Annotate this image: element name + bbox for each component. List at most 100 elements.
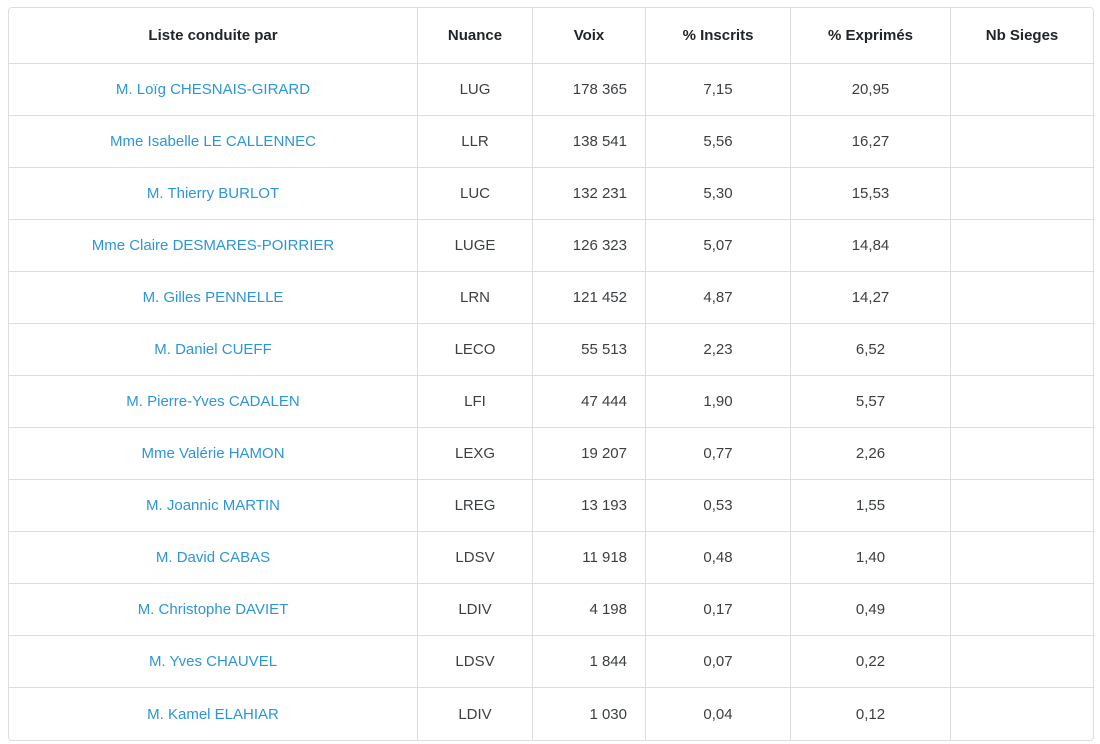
candidate-cell: M. Yves CHAUVEL xyxy=(9,636,418,688)
inscrits-cell: 0,77 xyxy=(646,428,791,480)
nuance-cell: LDIV xyxy=(418,584,533,636)
candidate-cell: Mme Isabelle LE CALLENNEC xyxy=(9,116,418,168)
nuance-cell: LFI xyxy=(418,376,533,428)
inscrits-cell: 0,17 xyxy=(646,584,791,636)
table-row: Mme Isabelle LE CALLENNEC LLR 138 541 5,… xyxy=(9,116,1093,168)
candidate-link[interactable]: M. Kamel ELAHIAR xyxy=(147,705,279,723)
candidate-link[interactable]: M. Pierre-Yves CADALEN xyxy=(126,393,300,410)
exprimes-cell: 14,27 xyxy=(791,272,951,324)
candidate-link[interactable]: Mme Claire DESMARES-POIRRIER xyxy=(91,237,335,254)
candidate-cell: M. Loïg CHESNAIS-GIRARD xyxy=(9,64,418,116)
table-row: M. Daniel CUEFF LECO 55 513 2,23 6,52 xyxy=(9,324,1093,376)
exprimes-cell: 0,49 xyxy=(791,584,951,636)
table-row: Mme Claire DESMARES-POIRRIER LUGE 126 32… xyxy=(9,220,1093,272)
nuance-cell: LECO xyxy=(418,324,533,376)
sieges-cell xyxy=(951,168,1093,220)
exprimes-cell: 14,84 xyxy=(791,220,951,272)
table-row: M. Thierry BURLOT LUC 132 231 5,30 15,53 xyxy=(9,168,1093,220)
sieges-cell xyxy=(951,116,1093,168)
exprimes-cell: 0,22 xyxy=(791,636,951,688)
candidate-cell: Mme Valérie HAMON xyxy=(9,428,418,480)
voix-cell: 138 541 xyxy=(533,116,646,168)
exprimes-cell: 0,12 xyxy=(791,688,951,740)
sieges-cell xyxy=(951,428,1093,480)
table-row: M. Yves CHAUVEL LDSV 1 844 0,07 0,22 xyxy=(9,636,1093,688)
exprimes-cell: 2,26 xyxy=(791,428,951,480)
exprimes-cell: 20,95 xyxy=(791,64,951,116)
candidate-cell: M. Christophe DAVIET xyxy=(9,584,418,636)
sieges-cell xyxy=(951,688,1093,740)
nuance-cell: LEXG xyxy=(418,428,533,480)
candidate-cell: M. David CABAS xyxy=(9,532,418,584)
nuance-cell: LDSV xyxy=(418,636,533,688)
voix-cell: 13 193 xyxy=(533,480,646,532)
candidate-link[interactable]: Mme Valérie HAMON xyxy=(141,445,285,462)
sieges-cell xyxy=(951,64,1093,116)
candidate-cell: M. Pierre-Yves CADALEN xyxy=(9,376,418,428)
sieges-cell xyxy=(951,324,1093,376)
header-row: Liste conduite par Nuance Voix % Inscrit… xyxy=(9,8,1093,64)
inscrits-cell: 0,48 xyxy=(646,532,791,584)
candidate-link[interactable]: M. Christophe DAVIET xyxy=(137,601,289,618)
voix-cell: 121 452 xyxy=(533,272,646,324)
voix-cell: 1 844 xyxy=(533,636,646,688)
column-header-sieges: Nb Sieges xyxy=(951,8,1093,64)
sieges-cell xyxy=(951,376,1093,428)
voix-cell: 178 365 xyxy=(533,64,646,116)
candidate-link[interactable]: M. Loïg CHESNAIS-GIRARD xyxy=(115,81,311,98)
sieges-cell xyxy=(951,584,1093,636)
candidate-link[interactable]: M. Gilles PENNELLE xyxy=(142,289,284,306)
candidate-link[interactable]: Mme Isabelle LE CALLENNEC xyxy=(110,133,316,150)
exprimes-cell: 1,55 xyxy=(791,480,951,532)
inscrits-cell: 0,53 xyxy=(646,480,791,532)
exprimes-cell: 1,40 xyxy=(791,532,951,584)
voix-cell: 11 918 xyxy=(533,532,646,584)
sieges-cell xyxy=(951,272,1093,324)
inscrits-cell: 2,23 xyxy=(646,324,791,376)
inscrits-cell: 0,04 xyxy=(646,688,791,740)
voix-cell: 19 207 xyxy=(533,428,646,480)
exprimes-cell: 5,57 xyxy=(791,376,951,428)
candidate-link[interactable]: M. Yves CHAUVEL xyxy=(148,653,278,670)
voix-cell: 1 030 xyxy=(533,688,646,740)
column-header-inscrits: % Inscrits xyxy=(646,8,791,64)
nuance-cell: LUG xyxy=(418,64,533,116)
sieges-cell xyxy=(951,532,1093,584)
table-row: Mme Valérie HAMON LEXG 19 207 0,77 2,26 xyxy=(9,428,1093,480)
inscrits-cell: 4,87 xyxy=(646,272,791,324)
nuance-cell: LLR xyxy=(418,116,533,168)
sieges-cell xyxy=(951,220,1093,272)
nuance-cell: LRN xyxy=(418,272,533,324)
inscrits-cell: 5,30 xyxy=(646,168,791,220)
nuance-cell: LDSV xyxy=(418,532,533,584)
candidate-link[interactable]: M. David CABAS xyxy=(155,549,271,566)
exprimes-cell: 16,27 xyxy=(791,116,951,168)
election-results-table: Liste conduite par Nuance Voix % Inscrit… xyxy=(8,7,1094,741)
table-row: M. Pierre-Yves CADALEN LFI 47 444 1,90 5… xyxy=(9,376,1093,428)
voix-cell: 55 513 xyxy=(533,324,646,376)
candidate-cell: M. Thierry BURLOT xyxy=(9,168,418,220)
voix-cell: 47 444 xyxy=(533,376,646,428)
candidate-cell: M. Joannic MARTIN xyxy=(9,480,418,532)
table-row: M. Joannic MARTIN LREG 13 193 0,53 1,55 xyxy=(9,480,1093,532)
candidate-link[interactable]: M. Thierry BURLOT xyxy=(146,185,280,202)
inscrits-cell: 5,07 xyxy=(646,220,791,272)
table-row: M. Kamel ELAHIAR LDIV 1 030 0,04 0,12 xyxy=(9,688,1093,740)
nuance-cell: LUGE xyxy=(418,220,533,272)
nuance-cell: LUC xyxy=(418,168,533,220)
candidate-link[interactable]: M. Joannic MARTIN xyxy=(146,497,280,514)
candidate-link[interactable]: M. Daniel CUEFF xyxy=(154,341,272,358)
table-row: M. Christophe DAVIET LDIV 4 198 0,17 0,4… xyxy=(9,584,1093,636)
table-row: M. David CABAS LDSV 11 918 0,48 1,40 xyxy=(9,532,1093,584)
inscrits-cell: 7,15 xyxy=(646,64,791,116)
voix-cell: 126 323 xyxy=(533,220,646,272)
voix-cell: 4 198 xyxy=(533,584,646,636)
inscrits-cell: 1,90 xyxy=(646,376,791,428)
candidate-cell: M. Kamel ELAHIAR xyxy=(9,688,418,740)
candidate-cell: M. Gilles PENNELLE xyxy=(9,272,418,324)
sieges-cell xyxy=(951,636,1093,688)
table-body: M. Loïg CHESNAIS-GIRARD LUG 178 365 7,15… xyxy=(9,64,1093,740)
voix-cell: 132 231 xyxy=(533,168,646,220)
nuance-cell: LREG xyxy=(418,480,533,532)
